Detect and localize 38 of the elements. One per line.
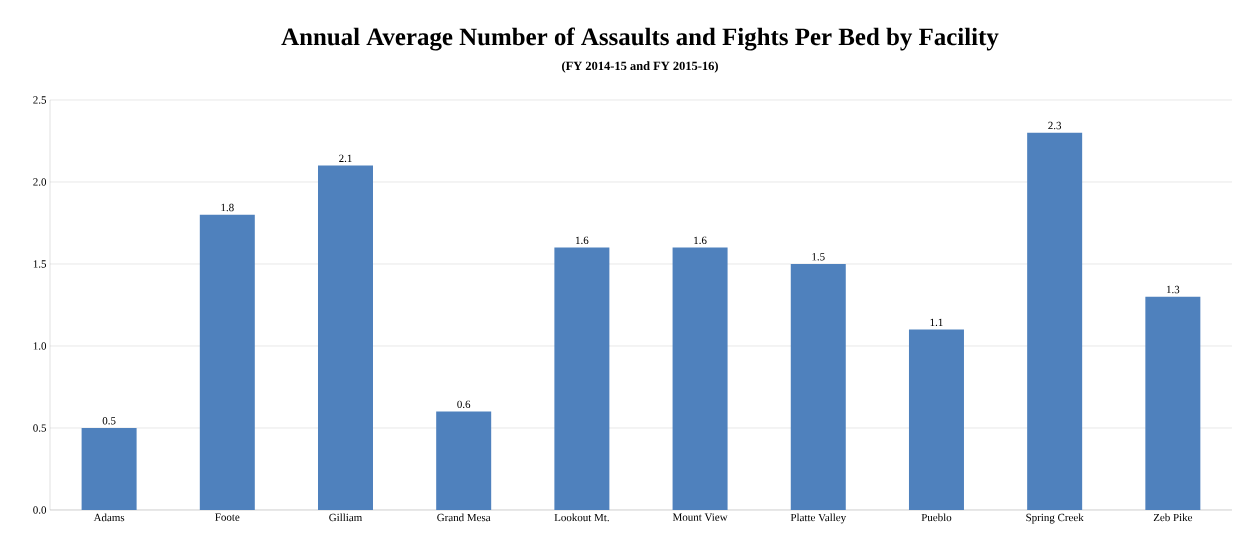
y-tick-label: 1.0 [33,342,47,350]
chart-subtitle: (FY 2014-15 and FY 2015-16) [562,61,718,73]
y-tick-label: 2.0 [33,178,47,186]
bar [908,329,964,510]
data-label: 1.5 [812,253,825,261]
bar [672,247,728,510]
x-tick-label: Spring Creek [1026,513,1084,524]
data-label: 2.3 [1048,121,1062,130]
data-label: 1.6 [576,236,589,245]
data-label: 1.3 [1166,285,1180,294]
y-tick-label: 0.0 [33,506,47,514]
x-tick-label: Pueblo [921,513,952,522]
x-tick-label: Adams [93,513,125,522]
data-label: 2.1 [339,154,352,163]
y-tick-label: 2.5 [33,96,47,104]
data-label: 1.6 [694,236,707,245]
x-tick-label: Zeb Pike [1153,513,1193,522]
data-label: 0.6 [457,400,471,409]
x-tick-label: Mount View [672,513,728,521]
bar [790,263,846,510]
data-label: 1.8 [221,203,234,212]
x-tick-label: Grand Mesa [437,513,491,522]
x-tick-label: Foote [215,513,240,521]
bar [318,165,373,510]
chart-title: Annual Average Number of Assaults and Fights Per Bed by Facility [281,27,999,51]
y-tick-label: 0.5 [33,424,47,432]
bar [1027,132,1083,510]
x-tick-label: Gilliam [329,513,363,522]
x-tick-label: Platte Valley [790,513,847,524]
bar [199,214,255,510]
bar [554,247,610,510]
bar [436,411,492,510]
bar [81,427,137,510]
data-label: 0.5 [102,417,116,425]
bar [1145,296,1201,510]
data-label: 1.1 [930,318,943,327]
y-tick-label: 1.5 [33,260,47,268]
x-tick-label: Lookout Mt. [554,513,609,522]
